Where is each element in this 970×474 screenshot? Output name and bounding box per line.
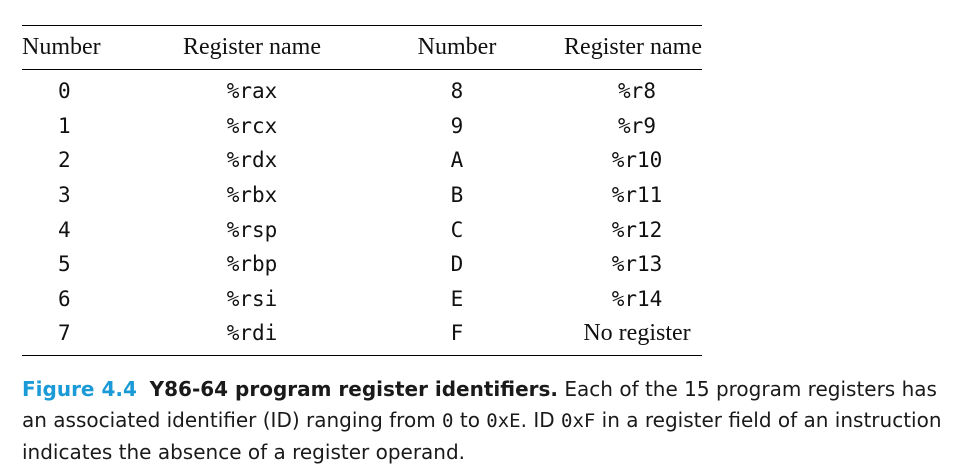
number-left: 5 [58,252,71,277]
table-row: 6 %rsi E %r14 [22,282,702,317]
register-name-right: %r10 [611,148,663,173]
table-row: 4 %rsp C %r12 [22,212,702,247]
register-name-right: %r12 [611,217,663,242]
number-left: 3 [58,183,71,208]
register-name-right: %r13 [611,252,663,277]
number-left: 4 [58,217,71,242]
number-right: A [450,148,464,173]
caption-text: Each of the 15 program registers has an … [22,377,937,432]
number-right: D [450,252,464,277]
register-name-right: %r8 [618,79,656,104]
caption-text: . ID [520,408,561,432]
table-body: 0 %rax 8 %r8 1 %rcx 9 %r9 2 %rdx A %r10 … [22,70,702,355]
table-header-row: Number Register name Number Register nam… [22,26,702,70]
table-row: 1 %rcx 9 %r9 [22,109,702,144]
table-row: 7 %rdi F No register [22,316,702,351]
number-left: 2 [58,148,71,173]
figure-caption: Figure 4.4 Y86-64 program register ident… [22,374,952,468]
number-right: C [450,217,464,242]
number-left: 7 [58,321,71,346]
header-number-left: Number [22,34,101,60]
number-right: 9 [450,113,464,138]
table-row: 3 %rbx B %r11 [22,178,702,213]
register-name-left: %rbp [226,252,278,277]
header-number-right: Number [417,34,497,60]
figure-title: Y86-64 program register identifiers. [149,377,559,401]
register-name-left: %rax [226,79,278,104]
register-name-right: %r9 [618,113,656,138]
register-name-left: %rbx [226,183,278,208]
table-row: 0 %rax 8 %r8 [22,74,702,109]
register-name-left: %rdx [226,148,278,173]
table-row: 2 %rdx A %r10 [22,143,702,178]
caption-text: in a register field of an instruction in… [22,408,942,464]
header-register-name-right: Register name [564,34,702,60]
caption-code: 0 [442,410,454,432]
number-left: 1 [58,113,71,138]
caption-code: 0xE [486,410,521,432]
figure-label: Figure 4.4 [22,377,137,401]
table-row: 5 %rbp D %r13 [22,247,702,282]
register-name-right: %r11 [611,183,663,208]
number-left: 0 [58,79,71,104]
header-register-name-left: Register name [183,34,321,60]
register-identifier-table: Number Register name Number Register nam… [22,25,702,356]
register-name-right: No register [583,319,691,346]
register-name-left: %rdi [226,321,278,346]
number-right: 8 [450,79,464,104]
number-right: E [450,286,464,311]
caption-text: to [453,408,487,432]
register-name-left: %rcx [226,113,278,138]
register-name-right: %r14 [611,286,663,311]
number-right: B [450,183,464,208]
caption-code: 0xF [561,410,596,432]
number-right: F [450,321,464,346]
register-name-left: %rsi [226,286,278,311]
number-left: 6 [58,286,71,311]
register-name-left: %rsp [226,217,278,242]
